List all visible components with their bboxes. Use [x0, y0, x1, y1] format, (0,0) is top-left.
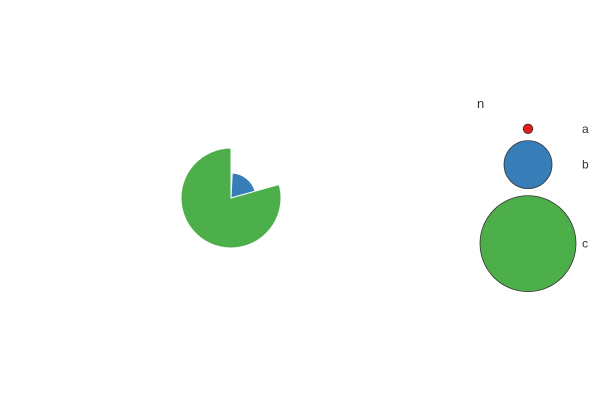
legend-label-b: b	[582, 158, 589, 172]
legend-label-c: c	[582, 237, 588, 251]
pie-slice-c	[180, 147, 282, 249]
legend-title: n	[477, 96, 484, 111]
legend-bubble-a	[522, 123, 534, 135]
legend-bubble-c	[479, 195, 577, 293]
legend-label-a: a	[582, 122, 589, 136]
pie-chart	[180, 147, 282, 249]
legend: n a b c	[477, 96, 589, 293]
legend-bubble-b	[503, 140, 553, 190]
